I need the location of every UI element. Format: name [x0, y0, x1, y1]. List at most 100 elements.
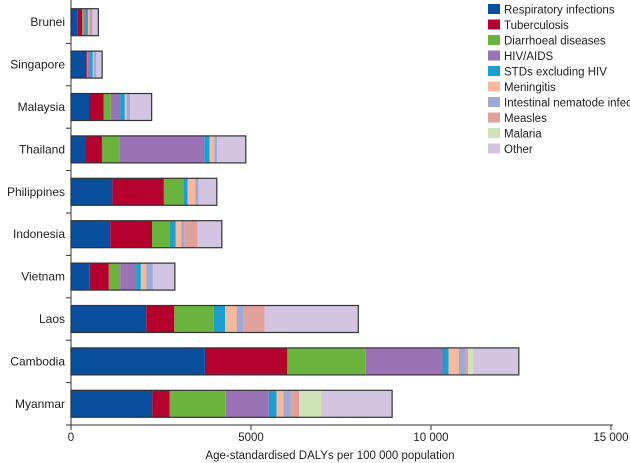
x-axis-label: Age-standardised DALYs per 100 000 popul…	[205, 450, 454, 462]
legend-label: Respiratory infections	[504, 5, 615, 17]
bar-segment-singapore-6	[93, 51, 97, 79]
bar-segment-cambodia-6	[458, 347, 466, 375]
bar-segment-laos-4	[213, 305, 226, 333]
legend-label: Meningitis	[504, 82, 556, 94]
category-label: Brunei	[30, 15, 65, 29]
category-label: Philippines	[7, 185, 65, 199]
bar-segment-brunei-1	[77, 8, 83, 36]
bar-segment-malaysia-3	[110, 93, 121, 121]
bar-segment-malaysia-0	[71, 93, 89, 121]
bar-segment-cambodia-5	[448, 347, 459, 375]
bar-segment-indonesia-7	[184, 220, 198, 248]
bar-segment-brunei-4	[85, 8, 88, 36]
bar-segment-philippines-5	[187, 178, 196, 206]
bar-segment-vietnam-5	[140, 263, 147, 291]
bar-segment-philippines-0	[71, 178, 113, 206]
bar-segment-singapore-1	[85, 51, 87, 79]
legend-swatch	[488, 19, 500, 30]
x-tick-label: 15 000	[593, 432, 628, 444]
bar-segment-laos-9	[264, 305, 359, 333]
bar-segment-vietnam-6	[146, 263, 153, 291]
bar-segment-vietnam-3	[120, 263, 137, 291]
bar-segment-singapore-3	[87, 51, 91, 79]
bar-segment-singapore-2	[86, 51, 88, 79]
legend-swatch	[488, 50, 500, 61]
category-label: Laos	[39, 312, 65, 326]
legend-swatch	[488, 81, 500, 92]
bar-segment-philippines-6	[195, 178, 199, 206]
legend-swatch	[488, 143, 500, 154]
bar-segment-malaysia-1	[89, 93, 104, 121]
bar-segment-cambodia-3	[365, 347, 443, 375]
legend-label: Other	[504, 144, 533, 156]
legend-label: Tuberculosis	[504, 20, 569, 32]
legend-label: Intestinal nematode infections	[504, 98, 630, 110]
bar-segment-laos-5	[225, 305, 237, 333]
bar-segment-thailand-2	[101, 135, 120, 163]
bar-segment-malaysia-5	[124, 93, 127, 121]
category-label: Indonesia	[13, 227, 65, 241]
bar-segment-vietnam-1	[89, 263, 109, 291]
legend-swatch	[488, 4, 500, 14]
bar-segment-thailand-3	[119, 135, 205, 163]
bar-segment-laos-7	[243, 305, 265, 333]
bar-segment-brunei-2	[82, 8, 84, 36]
bar-segment-vietnam-2	[108, 263, 121, 291]
bar-segment-cambodia-4	[442, 347, 449, 375]
bar-segment-indonesia-6	[181, 220, 185, 248]
bar-segment-cambodia-0	[71, 347, 205, 375]
bar-segment-brunei-9	[92, 8, 99, 36]
bar-segment-malaysia-2	[103, 93, 111, 121]
bar-segment-thailand-6	[214, 135, 217, 163]
bar-segment-vietnam-0	[71, 263, 90, 291]
legend-swatch	[488, 128, 500, 138]
bar-segment-philippines-9	[198, 178, 217, 206]
legend-swatch	[488, 35, 500, 45]
bar-segment-brunei-0	[71, 8, 78, 36]
bar-segment-thailand-0	[71, 135, 86, 163]
bar-segment-indonesia-4	[170, 220, 176, 248]
bar-segment-myanmar-4	[268, 390, 277, 418]
bar-segment-laos-6	[236, 305, 244, 333]
bar-segment-myanmar-1	[152, 390, 170, 418]
bar-segment-brunei-6	[89, 8, 93, 36]
legend-swatch	[488, 66, 500, 76]
bar-segment-thailand-4	[204, 135, 210, 163]
bar-segment-laos-0	[71, 305, 147, 333]
bar-segment-thailand-9	[216, 135, 246, 163]
bar-segment-myanmar-3	[225, 390, 269, 418]
bar-segment-philippines-2	[163, 178, 184, 206]
bar-segment-thailand-5	[209, 135, 215, 163]
bar-segment-laos-2	[174, 305, 214, 333]
bar-segment-malaysia-9	[130, 93, 152, 121]
bar-segment-cambodia-1	[204, 347, 288, 375]
bar-segment-myanmar-8	[299, 390, 322, 418]
bar-segment-myanmar-0	[71, 390, 153, 418]
bar-segment-indonesia-2	[152, 220, 170, 248]
category-label: Malaysia	[18, 100, 66, 114]
x-tick-label: 10 000	[413, 432, 448, 444]
bar-segment-indonesia-0	[71, 220, 111, 248]
bar-segment-myanmar-5	[276, 390, 284, 418]
legend-label: Malaria	[504, 129, 542, 141]
bar-segment-brunei-7	[92, 8, 93, 36]
bar-segment-laos-1	[146, 305, 175, 333]
bar-segment-myanmar-9	[321, 390, 393, 418]
category-label: Cambodia	[10, 354, 65, 368]
bar-segment-singapore-9	[96, 51, 103, 79]
legend-label: Diarrhoeal diseases	[504, 36, 606, 48]
category-label: Vietnam	[21, 270, 65, 284]
bar-segment-indonesia-1	[110, 220, 152, 248]
bar-segment-indonesia-9	[197, 220, 222, 248]
bar-segment-cambodia-2	[287, 347, 366, 375]
bar-segment-myanmar-2	[169, 390, 226, 418]
bar-segment-philippines-1	[112, 178, 164, 206]
bar-segment-indonesia-5	[175, 220, 182, 248]
bar-segment-singapore-4	[90, 51, 93, 79]
bar-segment-malaysia-4	[120, 93, 125, 121]
bar-segment-singapore-5	[92, 51, 94, 79]
bar-segment-cambodia-9	[473, 347, 519, 375]
bar-segment-cambodia-7	[465, 347, 469, 375]
